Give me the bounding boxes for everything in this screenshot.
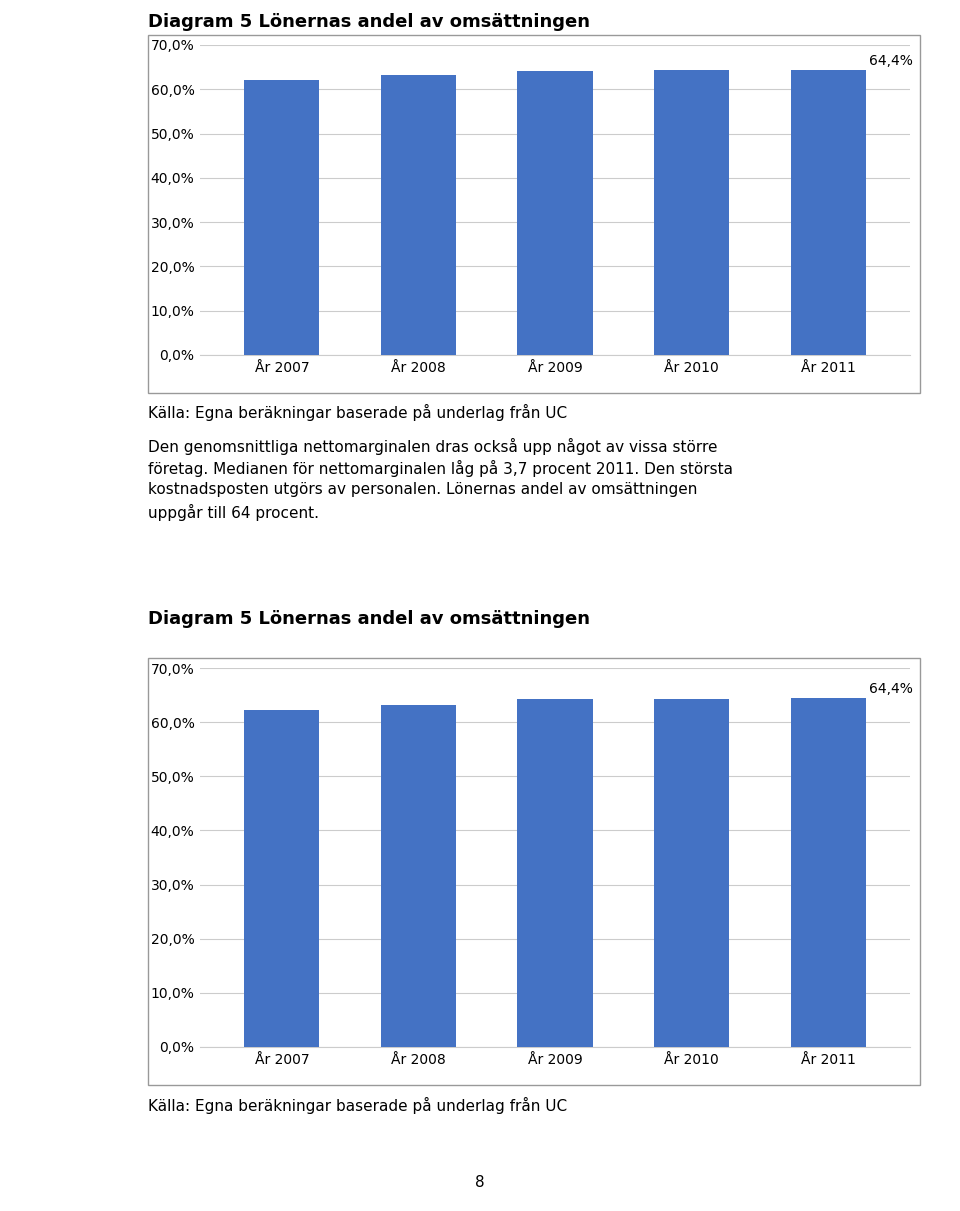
Bar	[245, 80, 320, 355]
Text: företag. Medianen för nettomarginalen låg på 3,7 procent 2011. Den största: företag. Medianen för nettomarginalen lå…	[148, 460, 733, 477]
Bar	[790, 70, 866, 355]
Text: uppgår till 64 procent.: uppgår till 64 procent.	[148, 504, 319, 521]
Text: 8: 8	[475, 1175, 485, 1190]
Bar	[790, 699, 866, 1048]
Text: Den genomsnittliga nettomarginalen dras också upp något av vissa större: Den genomsnittliga nettomarginalen dras …	[148, 438, 717, 455]
Text: Diagram 5 Lönernas andel av omsättningen: Diagram 5 Lönernas andel av omsättningen	[148, 610, 590, 629]
Bar	[517, 70, 592, 355]
Bar	[245, 710, 320, 1048]
Text: 64,4%: 64,4%	[869, 53, 913, 68]
Bar	[381, 705, 456, 1048]
Bar	[517, 700, 592, 1048]
Text: Diagram 5 Lönernas andel av omsättningen: Diagram 5 Lönernas andel av omsättningen	[148, 13, 590, 31]
Text: 64,4%: 64,4%	[869, 682, 913, 695]
Bar	[381, 75, 456, 355]
Text: kostnadsposten utgörs av personalen. Lönernas andel av omsättningen: kostnadsposten utgörs av personalen. Lön…	[148, 482, 697, 497]
Bar	[654, 699, 729, 1048]
Bar	[654, 70, 729, 355]
Text: Källa: Egna beräkningar baserade på underlag från UC: Källa: Egna beräkningar baserade på unde…	[148, 1097, 567, 1114]
Text: Källa: Egna beräkningar baserade på underlag från UC: Källa: Egna beräkningar baserade på unde…	[148, 404, 567, 421]
